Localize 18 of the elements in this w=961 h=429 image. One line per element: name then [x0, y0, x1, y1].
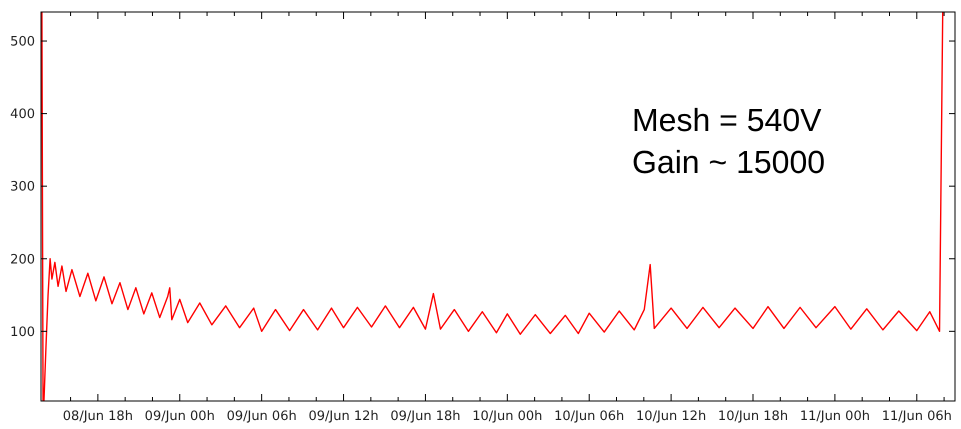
x-tick-label: 10/Jun 00h: [472, 409, 542, 424]
y-tick-label: 100: [10, 324, 35, 340]
x-tick-label: 09/Jun 00h: [144, 409, 215, 424]
x-tick-label: 10/Jun 12h: [636, 409, 706, 424]
x-tick-label: 10/Jun 06h: [554, 409, 624, 424]
y-tick-label: 200: [10, 252, 35, 268]
y-tick-label: 500: [10, 34, 35, 50]
x-tick-label: 08/Jun 18h: [62, 409, 133, 424]
x-tick-label: 09/Jun 18h: [390, 409, 461, 424]
annotation: Gain ~ 15000: [632, 144, 826, 180]
y-tick-label: 300: [10, 180, 35, 195]
y-tick-label: 400: [10, 107, 35, 122]
annotation: Mesh = 540V: [632, 102, 822, 138]
x-tick-label: 10/Jun 18h: [718, 409, 788, 424]
x-tick-label: 09/Jun 12h: [308, 409, 379, 424]
x-tick-label: 11/Jun 00h: [800, 409, 870, 424]
x-tick-label: 11/Jun 06h: [882, 409, 952, 424]
x-tick-label: 09/Jun 06h: [226, 409, 297, 424]
